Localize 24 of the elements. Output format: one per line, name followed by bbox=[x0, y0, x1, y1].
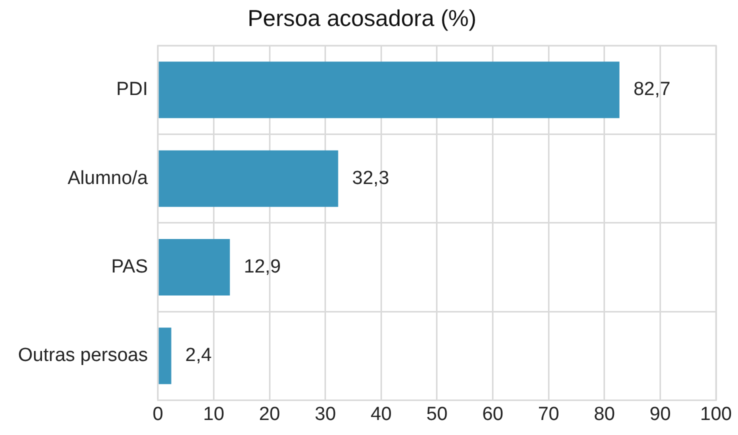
data-label: 2,4 bbox=[185, 345, 212, 366]
chart-title: Persoa acosadora (%) bbox=[248, 5, 476, 32]
x-tick-label: 20 bbox=[258, 404, 280, 425]
bar bbox=[158, 238, 230, 296]
x-tick-label: 50 bbox=[426, 404, 448, 425]
x-tick-label: 30 bbox=[314, 404, 336, 425]
y-tick-label: PAS bbox=[111, 256, 148, 278]
x-tick-label: 70 bbox=[538, 404, 560, 425]
data-label: 82,7 bbox=[633, 79, 670, 100]
x-tick-label: 90 bbox=[650, 404, 671, 425]
y-tick-label: PDI bbox=[116, 79, 148, 100]
x-tick-label: 0 bbox=[152, 404, 164, 425]
y-tick-label: Outras persoas bbox=[18, 345, 148, 366]
bar bbox=[158, 328, 172, 384]
x-tick-label: 40 bbox=[370, 404, 392, 425]
x-tick-label: 10 bbox=[203, 404, 224, 425]
y-tick-label: Alumno/a bbox=[68, 168, 148, 189]
data-label: 32,3 bbox=[352, 168, 390, 189]
x-tick-label: 100 bbox=[700, 404, 732, 425]
x-tick-label: 80 bbox=[594, 404, 615, 425]
x-tick-label: 60 bbox=[482, 404, 504, 425]
data-label: 12,9 bbox=[244, 256, 281, 278]
bar bbox=[158, 150, 338, 207]
bar bbox=[158, 62, 620, 118]
